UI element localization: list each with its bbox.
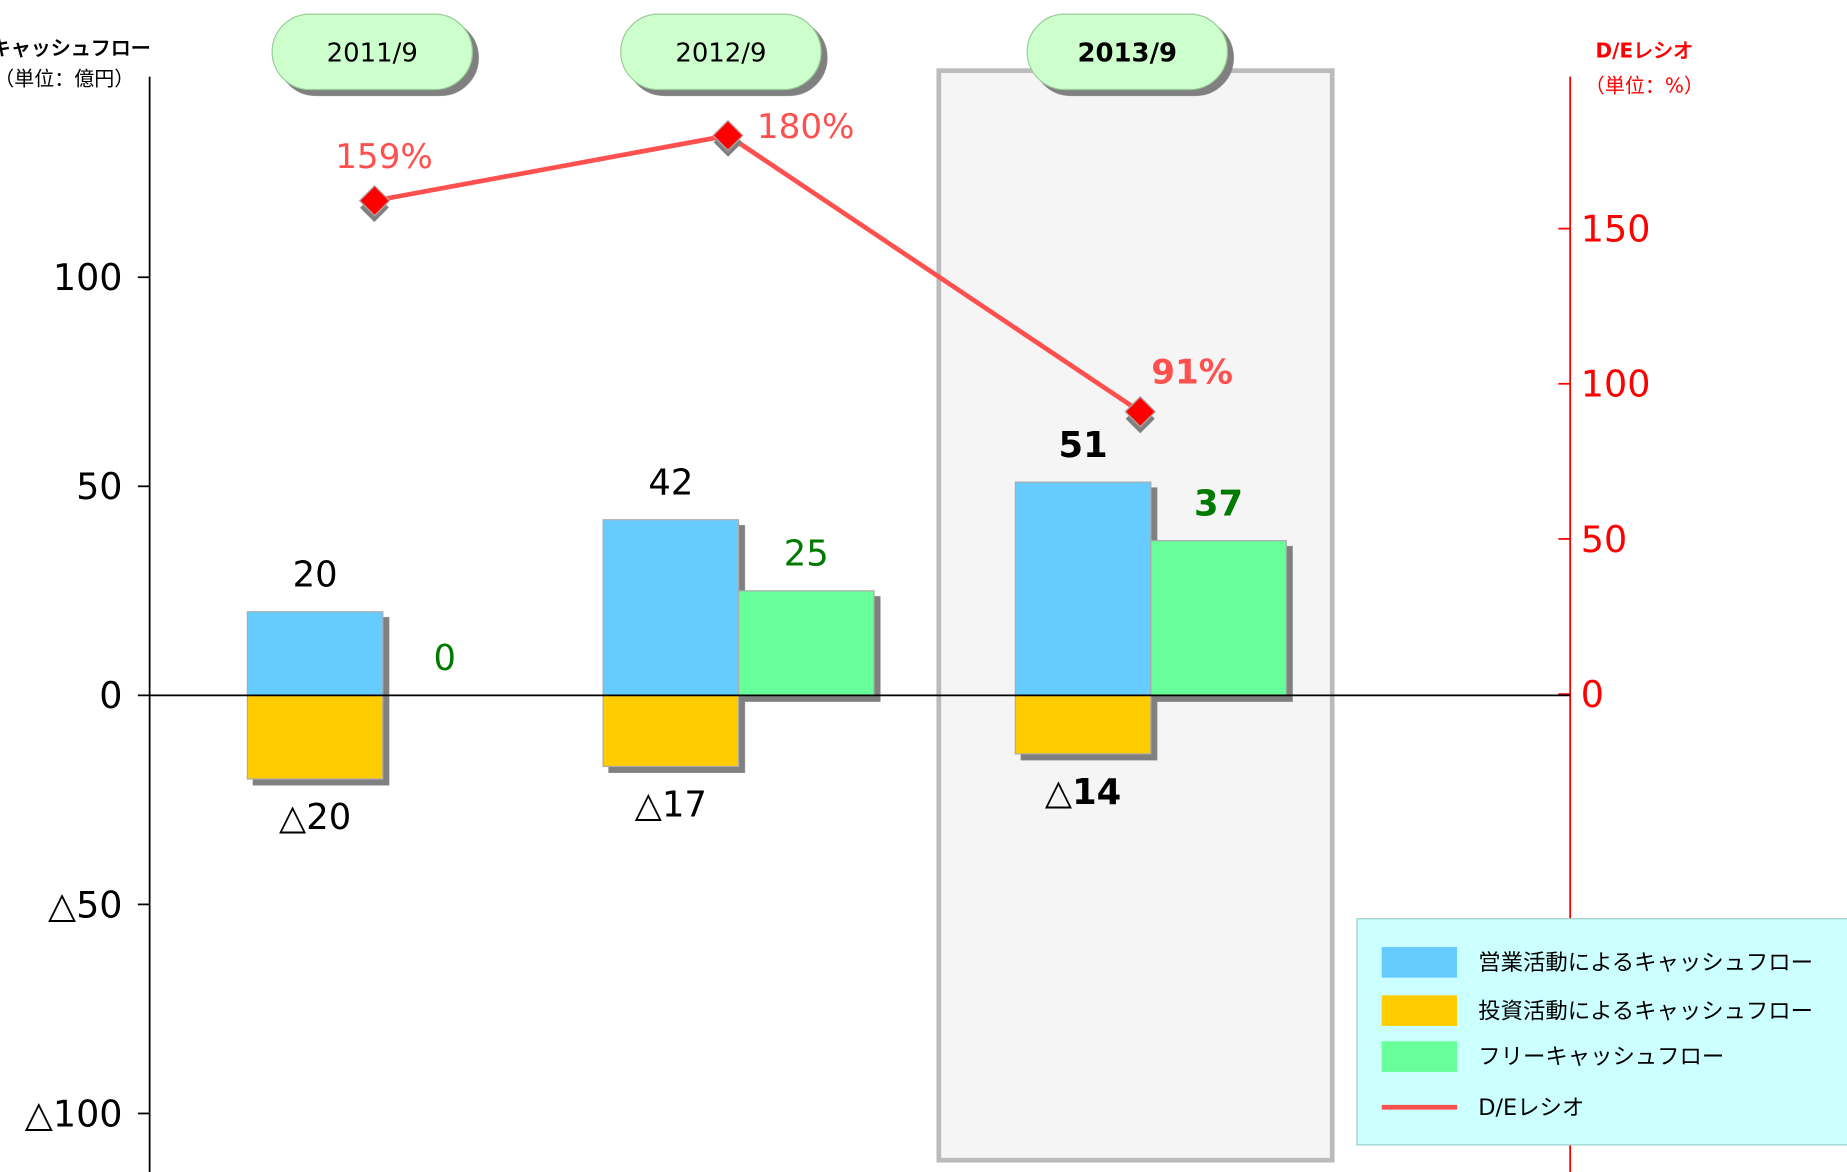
data-label: 37 xyxy=(1194,483,1243,524)
bar xyxy=(1014,694,1152,755)
legend-swatch xyxy=(1381,947,1458,978)
y-axis-title: キャッシュフロー xyxy=(0,36,151,60)
line-marker xyxy=(712,119,744,152)
legend-label: フリーキャッシュフロー xyxy=(1478,1044,1724,1070)
y-tick-label: △100 xyxy=(25,1092,123,1135)
y-tick-label: 100 xyxy=(53,256,123,299)
legend-swatch xyxy=(1381,995,1458,1026)
data-label: 0 xyxy=(433,638,455,679)
y-axis-unit: （単位：億円） xyxy=(0,67,134,91)
y2-axis-title: D/Eレシオ xyxy=(1596,38,1694,62)
y2-tick-label: 0 xyxy=(1581,673,1604,716)
bar xyxy=(246,694,384,780)
data-label: 159% xyxy=(335,137,433,177)
category-pill xyxy=(271,13,473,91)
data-label: 91% xyxy=(1151,353,1233,393)
category-pill xyxy=(1026,13,1228,91)
y2-tick-label: 50 xyxy=(1581,518,1627,561)
legend-swatch xyxy=(1381,1041,1458,1072)
bar xyxy=(602,519,740,696)
data-label: 42 xyxy=(648,462,693,503)
data-label: 20 xyxy=(293,554,338,595)
line-marker xyxy=(1124,395,1157,428)
legend-label: D/Eレシオ xyxy=(1478,1095,1584,1121)
y-tick-label: △50 xyxy=(48,883,123,926)
y2-tick-label: 100 xyxy=(1581,363,1651,406)
data-label: △20 xyxy=(279,797,351,838)
x-tick-label: 2013/9 xyxy=(1077,39,1177,69)
data-label: 51 xyxy=(1059,425,1108,466)
data-label: △17 xyxy=(635,784,707,825)
data-label: 180% xyxy=(757,107,855,147)
y-tick-label: 0 xyxy=(99,674,122,717)
y2-tick-label: 150 xyxy=(1581,207,1651,250)
bar xyxy=(1150,540,1287,696)
x-tick-label: 2011/9 xyxy=(327,39,418,69)
bar xyxy=(246,611,384,696)
bar xyxy=(737,590,875,696)
y2-axis-unit: （単位：%） xyxy=(1585,74,1704,98)
data-label: 25 xyxy=(784,533,829,574)
category-pill xyxy=(620,13,822,91)
x-tick-label: 2012/9 xyxy=(675,39,766,69)
bar xyxy=(1014,481,1152,696)
data-label: △14 xyxy=(1045,772,1121,813)
legend-label: 投資活動によるキャッシュフロー xyxy=(1478,998,1813,1024)
y-tick-label: 50 xyxy=(76,465,122,508)
line-marker xyxy=(358,184,391,217)
legend-label: 営業活動によるキャッシュフロー xyxy=(1478,950,1813,976)
bar xyxy=(602,694,740,768)
